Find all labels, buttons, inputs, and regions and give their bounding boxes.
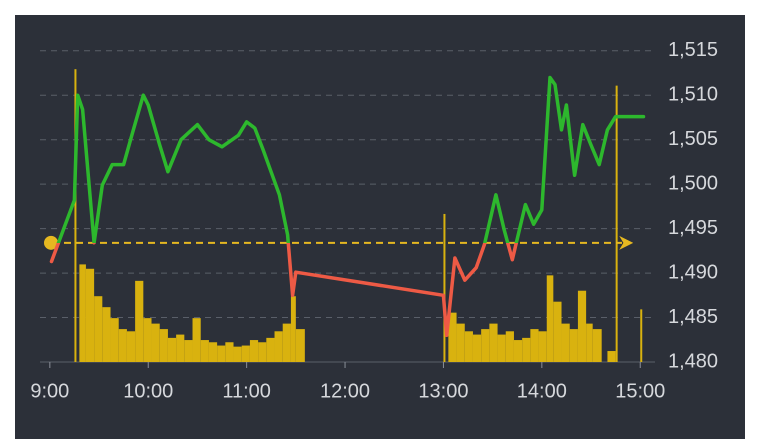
volume-bar [79,264,86,362]
volume-bar [225,342,234,362]
volume-bar [569,329,578,362]
volume-bar [448,312,457,362]
volume-bar [456,323,465,362]
volume-bar [249,340,259,362]
volume-bar [233,346,242,362]
x-tick-label: 15:00 [615,380,665,402]
volume-bar [282,323,291,362]
volume-bar [505,331,514,362]
volume-bar [266,337,275,362]
volume-bar [151,323,160,362]
volume-bar [481,329,490,362]
volume-bar [577,290,587,362]
y-tick-label: 1,495 [668,217,718,239]
volume-bar [184,340,193,362]
volume-bar [472,334,482,362]
y-tick-label: 1,490 [668,261,718,283]
volume-bar [176,334,185,362]
volume-bar [553,301,562,362]
volume-bar [538,331,547,362]
y-tick-label: 1,510 [668,84,718,106]
volume-bar [607,351,616,362]
x-tick-label: 11:00 [222,380,271,402]
volume-bar [208,342,218,362]
x-tick-label: 9:00 [30,380,69,402]
volume-bar [258,342,267,362]
volume-bar [94,296,103,362]
y-tick-label: 1,500 [668,172,718,194]
volume-bar [159,329,168,362]
y-tick-label: 1,505 [668,128,718,150]
x-tick-label: 14:00 [517,380,567,402]
volume-bar [295,329,305,362]
volume-bar [546,275,554,362]
volume-bar [615,85,618,362]
volume-bar [640,309,643,362]
price-line [49,75,646,338]
x-tick-label: 10:00 [123,380,173,402]
volume-bar [85,268,95,362]
volume-bar [126,331,136,362]
y-tick-label: 1,485 [668,306,718,328]
volume-bar [217,345,226,362]
y-tick-label: 1,480 [668,350,718,372]
volume-bar [274,331,283,362]
volume-bar [290,296,296,362]
reference-dot [44,235,58,250]
volume-bar [110,318,119,362]
volume-bar [592,329,602,362]
volume-bar [118,329,127,362]
x-tick-label: 12:00 [320,380,370,402]
volume-bar [497,334,506,362]
volume-bar [530,329,539,362]
volume-bar [167,337,177,362]
volume-bar [241,345,250,362]
volume-bar [443,213,446,362]
volume-bar [143,318,152,362]
volume-bar [586,323,593,362]
volume-bar [200,340,209,362]
volume-bar [192,318,201,362]
volume-bar [522,337,531,362]
chart-background [15,15,745,439]
volume-bar [102,307,111,362]
volume-bar [489,323,498,362]
volume-bar [74,69,77,362]
volume-bar [464,331,473,362]
volume-bar [135,280,144,362]
x-tick-label: 13:00 [418,380,468,402]
volume-bar [561,323,570,362]
volume-bar [513,340,523,362]
y-tick-label: 1,515 [668,39,718,61]
